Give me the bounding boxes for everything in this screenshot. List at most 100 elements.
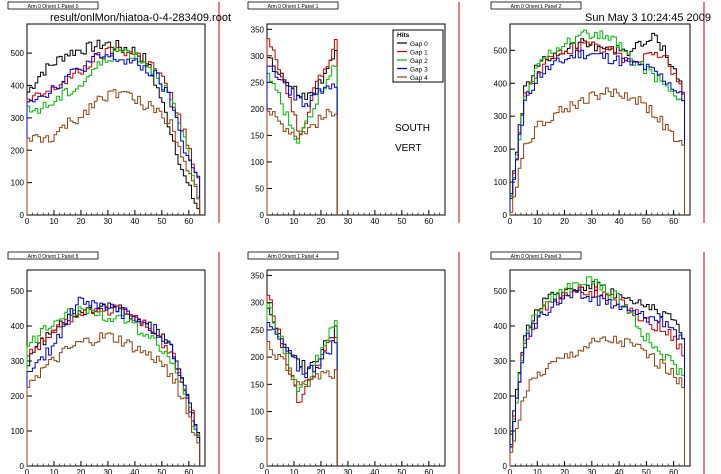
x-tick-label: 60: [669, 468, 678, 474]
x-tick-label: 0: [25, 468, 30, 474]
x-tick-label: 60: [424, 468, 433, 474]
legend-box: [392, 29, 444, 83]
plot-frame: [266, 269, 446, 467]
y-tick-label: 200: [11, 392, 25, 401]
y-tick-label: 0: [260, 211, 265, 220]
y-tick-label: 250: [251, 326, 265, 335]
annotation-vert: VERT: [395, 143, 422, 154]
series-gap-1: [266, 38, 338, 215]
y-tick-label: 350: [251, 271, 265, 280]
panel-title: Arm 0 Orient 1 Panel 1: [268, 4, 319, 10]
y-tick-label: 300: [251, 299, 265, 308]
series-gap-3: [509, 289, 685, 466]
x-tick-label: 50: [157, 217, 166, 226]
x-tick-label: 60: [669, 217, 678, 226]
x-tick-label: 0: [508, 217, 513, 226]
x-tick-label: 50: [397, 217, 406, 226]
series-gap-0: [26, 39, 201, 215]
x-tick-label: 30: [587, 217, 596, 226]
series-gap-2: [509, 29, 685, 215]
x-tick-label: 10: [533, 468, 542, 474]
series-gap-1: [26, 304, 201, 466]
annotation-south: SOUTH: [395, 123, 430, 134]
y-tick-label: 300: [494, 357, 508, 366]
y-tick-label: 100: [251, 408, 265, 417]
x-tick-label: 10: [290, 217, 299, 226]
y-tick-label: 500: [494, 287, 508, 296]
series-gap-4: [266, 341, 338, 466]
x-tick-label: 40: [130, 217, 139, 226]
x-tick-label: 0: [25, 217, 30, 226]
series-gap-3: [26, 52, 201, 215]
x-tick-label: 50: [642, 468, 651, 474]
x-tick-label: 10: [50, 468, 59, 474]
x-tick-label: 10: [50, 217, 59, 226]
y-tick-label: 300: [11, 114, 25, 123]
x-tick-label: 40: [370, 468, 379, 474]
series-gap-0: [509, 281, 685, 466]
y-tick-label: 100: [494, 178, 508, 187]
chart-panel-5: Arm 0 Orient 1 Panel 3 0 100 200 300 400 500 0 1…: [490, 251, 705, 474]
x-tick-label: 10: [290, 468, 299, 474]
y-tick-label: 50: [255, 184, 264, 193]
y-tick-label: 200: [251, 353, 265, 362]
y-tick-label: 250: [251, 78, 265, 87]
y-tick-label: 400: [494, 79, 508, 88]
y-tick-label: 100: [11, 427, 25, 436]
panel-title-box: [247, 251, 339, 260]
y-tick-label: 500: [494, 46, 508, 55]
y-tick-label: 150: [251, 131, 265, 140]
series-gap-3: [266, 65, 338, 215]
series-gap-4: [266, 108, 338, 215]
x-tick-label: 30: [103, 217, 112, 226]
panel-title-box: [490, 251, 582, 260]
panel-title-box: [7, 251, 99, 260]
x-tick-label: 30: [103, 468, 112, 474]
legend-entry: Gap 3: [410, 67, 428, 74]
series-gap-2: [26, 305, 201, 466]
series-gap-0: [26, 302, 201, 466]
y-tick-label: 200: [494, 392, 508, 401]
legend-entry: Gap 0: [410, 41, 428, 48]
x-tick-label: 20: [76, 468, 85, 474]
plot-frame: [509, 23, 691, 216]
x-tick-label: 20: [316, 468, 325, 474]
panel-title-box: [490, 1, 582, 10]
x-tick-label: 50: [157, 468, 166, 474]
y-tick-label: 150: [251, 380, 265, 389]
x-tick-label: 10: [533, 217, 542, 226]
y-tick-label: 0: [503, 462, 508, 471]
panel-title: Arm 0 Orient 1 Panel 4: [268, 254, 319, 260]
panel-title-box: [247, 1, 339, 10]
series-gap-2: [266, 65, 338, 215]
series-gap-4: [509, 335, 685, 466]
x-tick-label: 40: [130, 468, 139, 474]
series-gap-4: [26, 332, 201, 466]
x-tick-label: 0: [265, 217, 270, 226]
panel-title: Arm 0 Orient 1 Panel 5: [28, 254, 79, 260]
legend-entry: Gap 4: [410, 75, 428, 82]
y-tick-label: 100: [11, 179, 25, 188]
series-gap-1: [266, 294, 338, 466]
x-tick-label: 20: [316, 217, 325, 226]
series-gap-4: [509, 87, 685, 215]
panel-title-box: [7, 1, 99, 10]
y-tick-label: 0: [503, 211, 508, 220]
x-tick-label: 40: [370, 217, 379, 226]
series-gap-2: [509, 276, 685, 466]
legend-entry: Gap 2: [410, 58, 428, 65]
y-tick-label: 100: [251, 158, 265, 167]
timestamp: Sun May 3 10:24:45 2009: [585, 12, 711, 24]
y-tick-label: 200: [11, 146, 25, 155]
y-tick-label: 100: [494, 427, 508, 436]
series-gap-4: [26, 89, 201, 215]
x-tick-label: 20: [560, 217, 569, 226]
file-path: result/onlMon/hiatoa-0-4-283409.root: [50, 12, 232, 24]
x-tick-label: 30: [343, 217, 352, 226]
x-tick-label: 50: [642, 217, 651, 226]
y-tick-label: 0: [20, 462, 25, 471]
series-gap-3: [26, 296, 201, 466]
chart-panel-4: Arm 0 Orient 1 Panel 4050100150200250300…: [247, 251, 460, 474]
panel-title: Arm 0 Orient 1 Panel 2: [511, 4, 562, 10]
